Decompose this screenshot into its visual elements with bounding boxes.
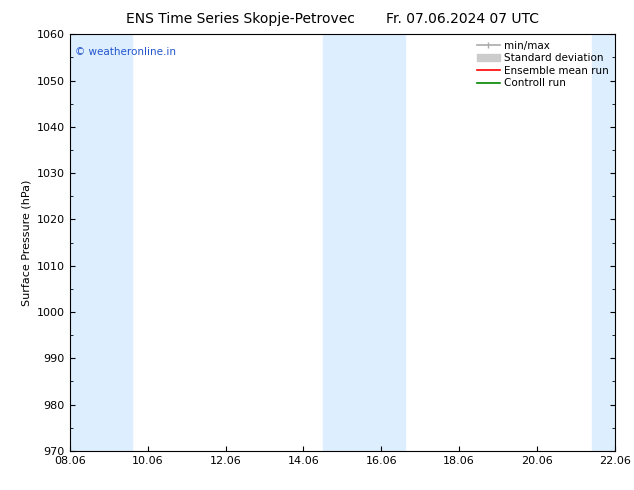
- Y-axis label: Surface Pressure (hPa): Surface Pressure (hPa): [21, 179, 31, 306]
- Bar: [70, 34, 132, 451]
- Bar: [592, 34, 615, 451]
- Bar: [323, 34, 404, 451]
- Text: Fr. 07.06.2024 07 UTC: Fr. 07.06.2024 07 UTC: [386, 12, 540, 26]
- Legend: min/max, Standard deviation, Ensemble mean run, Controll run: min/max, Standard deviation, Ensemble me…: [474, 37, 612, 92]
- Text: © weatheronline.in: © weatheronline.in: [75, 47, 176, 57]
- Text: ENS Time Series Skopje-Petrovec: ENS Time Series Skopje-Petrovec: [126, 12, 356, 26]
